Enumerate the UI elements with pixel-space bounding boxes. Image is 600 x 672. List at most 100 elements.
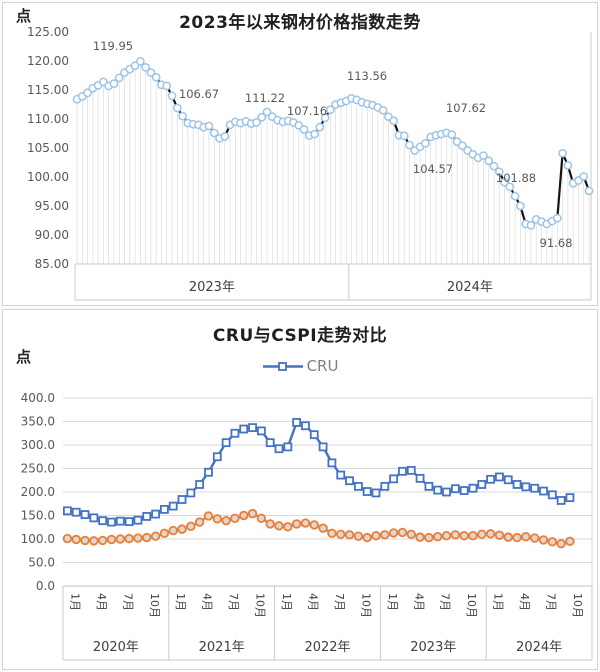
- cru-data-point-marker: [71, 507, 81, 517]
- cspi-data-point-marker: [327, 528, 337, 539]
- chart1-title: 2023年以来钢材价格指数走势: [179, 13, 421, 33]
- cru-data-point-marker: [530, 483, 540, 493]
- month-tick-label: 10月: [359, 593, 372, 618]
- cspi-data-point-marker: [168, 525, 178, 536]
- series-cspi: [62, 508, 575, 549]
- cspi-data-point-marker: [124, 533, 134, 544]
- cspi-data-point-marker: [521, 531, 531, 542]
- cspi-data-point-marker: [494, 530, 505, 540]
- cru-data-point-marker: [248, 423, 257, 433]
- data-point-marker: [146, 68, 156, 77]
- cspi-data-point-marker: [538, 535, 549, 545]
- cru-data-point-marker: [212, 452, 222, 462]
- svg-text:100.00: 100.00: [27, 170, 69, 184]
- x-axis-year-band: 2023年 2024年: [74, 32, 592, 301]
- svg-text:100.0: 100.0: [21, 532, 55, 546]
- cru-data-point-marker: [486, 474, 496, 484]
- cspi-data-point-marker: [441, 531, 452, 541]
- cspi-data-point-marker: [159, 528, 170, 539]
- cru-data-point-marker: [345, 476, 354, 486]
- cru-data-point-marker: [477, 480, 487, 489]
- data-point-marker: [135, 56, 145, 66]
- cspi-data-point-marker: [424, 532, 434, 543]
- cspi-data-point-marker: [62, 533, 73, 544]
- cspi-data-point-marker: [415, 532, 425, 542]
- cspi-data-point-marker: [344, 530, 355, 540]
- data-point-marker: [479, 151, 488, 160]
- cru-data-point-marker: [442, 487, 451, 497]
- data-point-marker: [378, 105, 388, 115]
- cspi-data-point-marker: [397, 527, 408, 538]
- cspi-data-point-marker: [477, 529, 487, 539]
- cru-data-point-marker: [89, 513, 99, 523]
- month-tick-label: 10月: [254, 593, 267, 618]
- cspi-data-point-marker: [283, 522, 293, 532]
- data-point-marker: [178, 111, 187, 121]
- data-point-marker: [320, 113, 330, 123]
- cspi-data-point-marker: [71, 534, 81, 545]
- svg-text:50.0: 50.0: [28, 556, 55, 570]
- svg-text:85.00: 85.00: [35, 257, 69, 271]
- cru-data-point-marker: [98, 516, 108, 526]
- svg-text:300.0: 300.0: [21, 438, 55, 452]
- cru-data-point-marker: [353, 481, 363, 491]
- year-group-label: 2023年: [410, 640, 456, 655]
- cspi-data-point-marker: [186, 521, 196, 532]
- data-point-marker: [447, 130, 457, 140]
- data-point-marker: [114, 73, 124, 83]
- cspi-data-point-marker: [239, 510, 249, 521]
- cru-data-point-marker: [433, 485, 443, 495]
- cru-data-point-marker: [450, 484, 460, 494]
- cru-data-point-marker: [336, 470, 346, 480]
- year-group-label: 2020年: [93, 640, 139, 655]
- svg-text:0.0: 0.0: [36, 579, 55, 593]
- cspi-data-point-marker: [247, 508, 258, 519]
- cru-data-point-marker: [230, 428, 240, 438]
- data-point-marker: [389, 116, 399, 126]
- cspi-data-point-marker: [512, 532, 522, 543]
- svg-text:90.00: 90.00: [35, 228, 69, 242]
- gridlines-and-y-ticks: 400.0 350.0 300.0 250.0 200.0 150.0 100.0 50.0 0…: [21, 391, 593, 593]
- cru-data-point-marker: [274, 444, 284, 454]
- data-point-marker: [162, 81, 172, 91]
- cru-data-point-marker: [63, 506, 72, 516]
- data-point-marker: [489, 161, 499, 171]
- data-label: 107.16: [287, 104, 327, 118]
- x-axis-month-year-band: 2020年 1月 4月 7月 10月 2021年 1月 4月 7月 10月 2022年 1月 4月 7月 1…: [62, 585, 593, 661]
- cru-data-point-marker: [362, 487, 372, 496]
- cru-data-point-marker: [292, 418, 302, 427]
- cspi-data-point-marker: [89, 536, 99, 546]
- year-group-label: 2024年: [516, 640, 562, 655]
- data-point-marker: [516, 201, 525, 211]
- cru-data-point-marker: [539, 486, 548, 496]
- data-point-marker: [584, 186, 594, 196]
- cru-cspi-chart-panel: CRU与CSPI走势对比 CRU 点 400.0 350.0 300.0 250.0 2…: [2, 309, 598, 670]
- cspi-data-point-marker: [388, 528, 399, 538]
- cspi-data-point-marker: [503, 532, 513, 542]
- cru-data-point-marker: [239, 424, 249, 434]
- data-label: 104.57: [413, 162, 453, 176]
- cru-data-point-marker: [115, 516, 125, 526]
- cru-data-point-marker: [565, 493, 575, 503]
- cspi-data-point-marker: [485, 529, 496, 539]
- cru-legend-label: CRU: [306, 357, 339, 375]
- data-point-marker: [151, 72, 161, 82]
- cru-data-point-marker: [177, 495, 187, 504]
- data-point-marker: [262, 107, 272, 117]
- data-point-marker: [209, 128, 219, 138]
- cru-data-point-marker: [265, 438, 275, 448]
- cspi-data-point-marker: [106, 534, 117, 545]
- month-tick-label: 1月: [492, 593, 505, 611]
- cspi-data-point-marker: [221, 515, 231, 526]
- svg-text:105.00: 105.00: [27, 141, 69, 155]
- month-tick-label: 7月: [121, 593, 134, 611]
- month-tick-label: 7月: [333, 593, 346, 611]
- data-label: 107.62: [446, 101, 486, 115]
- svg-text:115.00: 115.00: [27, 83, 69, 97]
- cspi-data-point-marker: [265, 519, 275, 529]
- chart2-unit-label: 点: [16, 348, 32, 366]
- cru-data-point-marker: [133, 515, 143, 525]
- data-point-marker: [484, 156, 494, 166]
